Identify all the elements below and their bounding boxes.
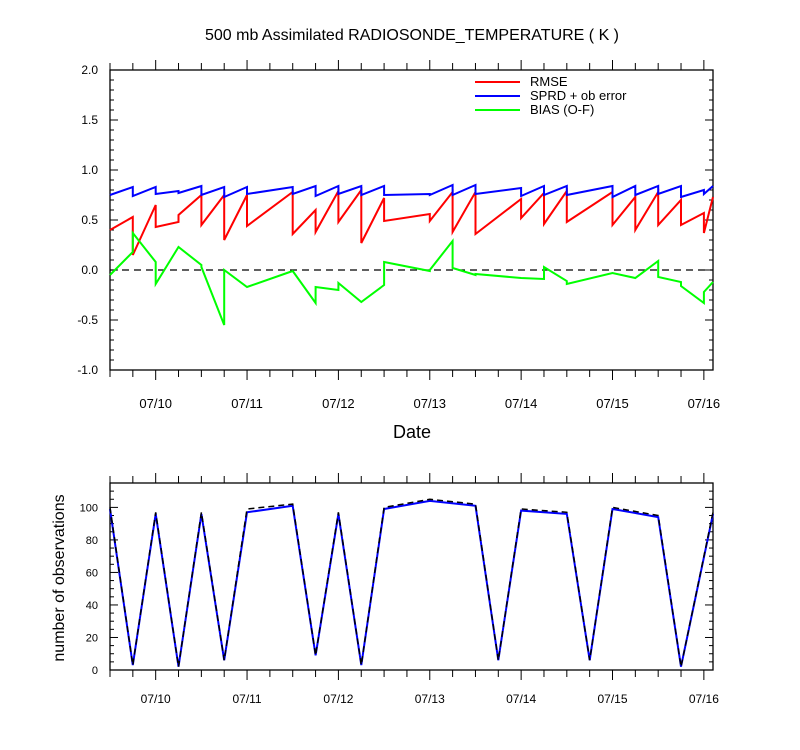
y-tick-label: 60 bbox=[86, 567, 98, 579]
y-tick-label: 100 bbox=[80, 502, 98, 514]
x-tick-label: 07/13 bbox=[413, 396, 446, 411]
series-line-2 bbox=[109, 230, 714, 326]
series-line-1 bbox=[109, 498, 714, 667]
y-tick-label: 0.0 bbox=[81, 263, 98, 277]
legend-label: RMSE bbox=[530, 74, 568, 89]
chart-title: 500 mb Assimilated RADIOSONDE_TEMPERATUR… bbox=[205, 27, 619, 44]
x-tick-label: 07/15 bbox=[597, 692, 627, 706]
y-tick-label: 1.0 bbox=[81, 163, 98, 177]
plot-frame bbox=[109, 482, 714, 671]
legend-label: BIAS (O-F) bbox=[530, 102, 594, 117]
x-tick-label: 07/11 bbox=[232, 692, 261, 706]
bias-rmse-plot: -1.0 -0.5 0.0 0.5 1.0 1.5 2.0 07/10 07/11 07/12 07… bbox=[77, 60, 720, 411]
legend-label: SPRD + ob error bbox=[530, 88, 627, 103]
y-tick-label: 1.5 bbox=[81, 113, 98, 127]
y-tick-label: 20 bbox=[86, 632, 98, 644]
x-tick-label: 07/16 bbox=[688, 396, 721, 411]
x-axis-label: Date bbox=[393, 422, 431, 442]
x-tick-label: 07/14 bbox=[505, 396, 538, 411]
y-tick-label: 0.5 bbox=[81, 213, 98, 227]
x-tick-label: 07/15 bbox=[596, 396, 629, 411]
x-tick-label: 07/10 bbox=[139, 396, 172, 411]
x-tick-label: 07/13 bbox=[415, 692, 445, 706]
y-axis-label-observations: number of observations bbox=[51, 494, 68, 661]
series-line-0 bbox=[109, 186, 714, 256]
x-tick-label: 07/11 bbox=[231, 396, 263, 411]
series-line-1 bbox=[109, 183, 714, 199]
x-tick-label: 07/10 bbox=[141, 692, 171, 706]
y-tick-label: 2.0 bbox=[81, 63, 98, 77]
x-tick-label: 07/16 bbox=[689, 692, 719, 706]
x-tick-label: 07/12 bbox=[322, 396, 355, 411]
y-tick-label: 40 bbox=[86, 600, 98, 612]
x-tick-label: 07/12 bbox=[323, 692, 353, 706]
observations-plot: 0 20 40 60 80 100 07/10 07/11 07/12 07/13 07/14 07/… bbox=[80, 473, 719, 706]
y-tick-label: 80 bbox=[86, 535, 98, 547]
y-tick-label: -0.5 bbox=[77, 313, 98, 327]
y-tick-label: -1.0 bbox=[77, 363, 98, 377]
x-tick-label: 07/14 bbox=[506, 692, 536, 706]
y-tick-label: 0 bbox=[92, 665, 98, 677]
